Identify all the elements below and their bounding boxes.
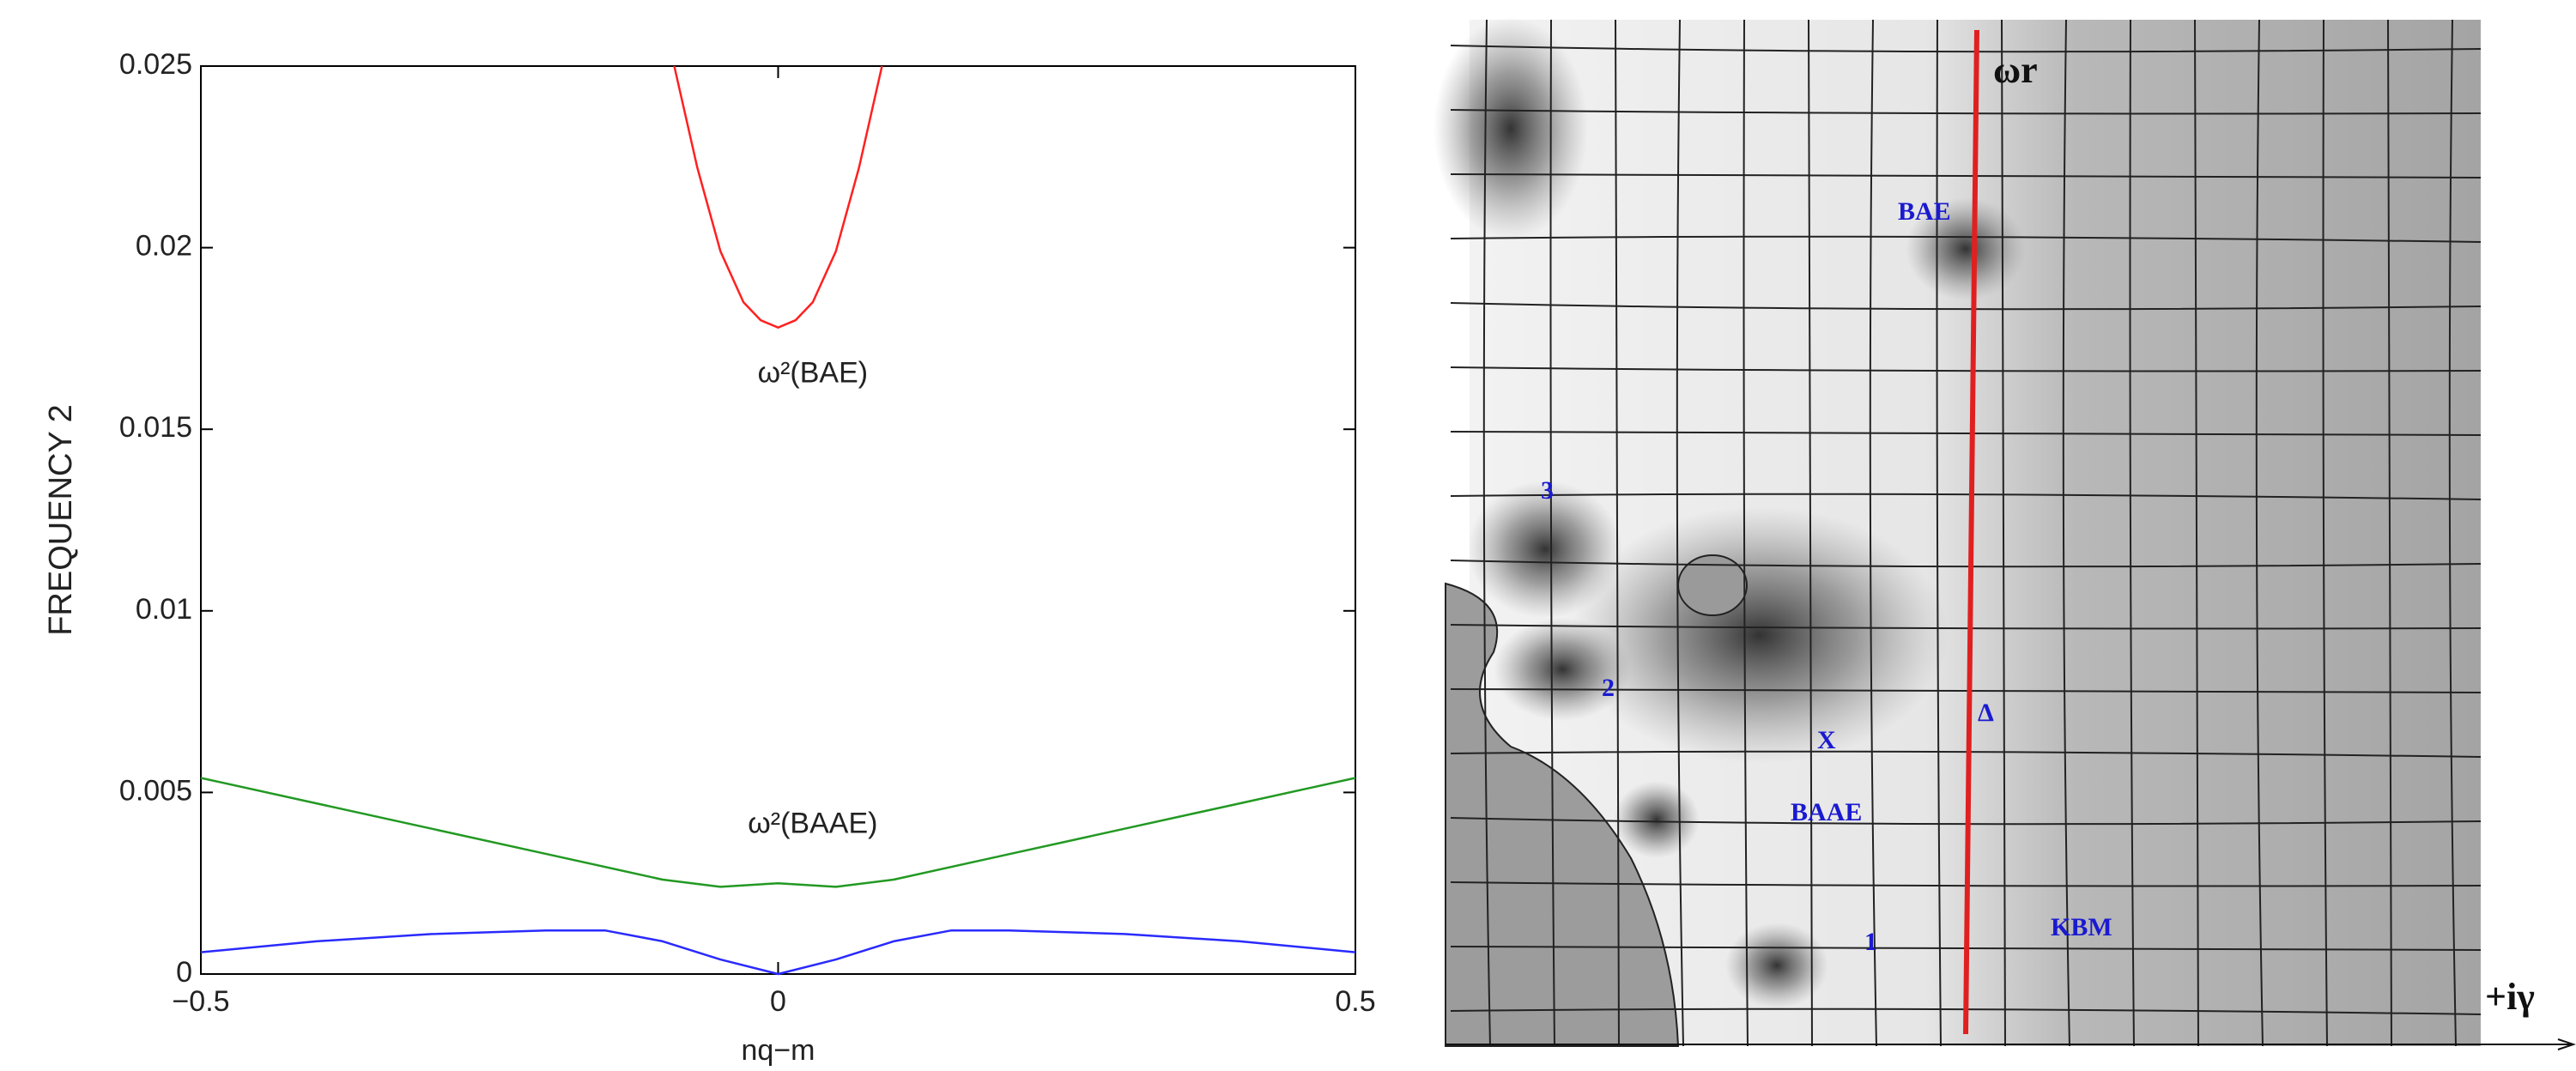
plane-label: KBM [2051,913,2112,941]
plane-label: BAAE [1791,798,1862,826]
axis-arrow [2557,1038,2576,1050]
grid-curve [1450,750,2482,758]
shade [1571,506,1949,764]
y-tick-label: 0 [176,956,192,989]
grid-curve [2448,19,2457,1047]
plane-label: BAE [1898,197,1951,226]
grid-curve [1450,431,2482,436]
data-line [200,929,1356,976]
x-tick-label: −0.5 [172,985,229,1018]
real-axis [1963,29,1979,1035]
data-line [200,777,1356,888]
complex-plane-panel: ωr BAE 3 2 X BAAE Δ KBM 1 +iγ [1433,17,2576,1050]
grid-curve [1743,19,1749,1047]
shade [1906,197,2026,300]
grid-curve [1450,881,2482,887]
plane-label: +iγ [2485,976,2535,1018]
plane-label: 3 [1541,476,1554,505]
y-tick-label: 0.02 [136,230,192,263]
plane-label: X [1817,726,1836,754]
shade [1433,17,1588,240]
plane-label: ωr [1993,49,2038,91]
data-line [673,65,883,329]
grid-curve [1549,19,1555,1047]
annotation: ω²(BAAE) [748,807,877,839]
grid-curve [2129,19,2135,1047]
grid-curve [2062,19,2070,1047]
grid-curve [1450,560,2482,568]
boundary-region [1445,582,1680,1047]
grid-curve [2322,19,2328,1047]
y-tick-label: 0.025 [119,48,192,81]
grid-curve [1450,493,2482,500]
grid-curve [1450,302,2482,311]
grid-curve [1450,109,2482,115]
grid-curve [1482,19,1491,1047]
y-tick-label: 0.01 [136,593,192,626]
grid-curve [2255,19,2264,1047]
grid-curve [1450,1007,2482,1015]
x-tick-label: 0.5 [1335,985,1375,1018]
y-axis-label: FREQUENCY 2 [43,404,79,636]
grid-curve [1450,817,2482,826]
grid-curve [1450,173,2482,178]
x-axis-label: nq−m [742,1034,815,1067]
shade [1725,923,1828,1008]
grid-curve [1450,624,2482,630]
grid-curve [1450,366,2482,372]
shade [1494,618,1631,721]
y-tick-label: 0.005 [119,774,192,807]
grid-curve [1869,19,1877,1047]
annotation: ω²(BAE) [758,357,869,390]
shade [1468,481,1622,618]
x-tick-label: 0 [770,985,786,1018]
grid-curve [1450,946,2482,951]
grid-curve [1450,235,2482,243]
shade [1614,781,1700,858]
grid-curve [1676,19,1684,1047]
plane-label: Δ [1978,699,1994,727]
grid-curve [1936,19,1942,1047]
plane-label: 2 [1602,674,1615,702]
grid-curve [1450,688,2482,693]
plane-label: 1 [1864,928,1877,956]
y-tick-label: 0.015 [119,411,192,444]
grid-curve [1450,45,2482,53]
